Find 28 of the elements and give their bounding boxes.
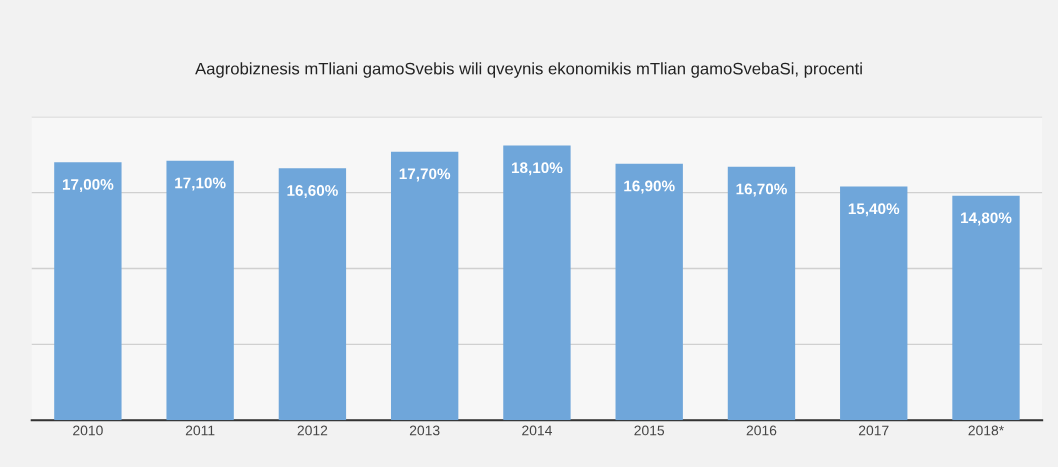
bar (390, 151, 459, 421)
data-label: 14,80% (961, 212, 1012, 226)
x-tick-label: 2014 (522, 425, 552, 436)
x-tick-label: 2013 (409, 425, 440, 436)
data-label: 17,10% (175, 177, 226, 191)
data-label: 16,90% (624, 180, 675, 194)
data-label: 17,00% (62, 179, 114, 193)
x-tick-label: 2015 (634, 425, 665, 436)
bar (952, 195, 1020, 421)
bar (166, 160, 234, 421)
data-label: 16,60% (287, 185, 338, 199)
bar (840, 186, 908, 421)
bar (615, 163, 683, 421)
bar (727, 166, 796, 421)
x-tick-label: 2018* (968, 425, 1004, 436)
x-tick-label: 2017 (858, 425, 889, 436)
data-label: 16,70% (736, 183, 787, 197)
chart-title: Aagrobiznesis mTliani gamoSvebis wili qveynis ekonomikis mTlian gamoSvebaSi, procenti (195, 62, 862, 78)
x-tick-label: 2012 (297, 425, 328, 436)
bar (503, 145, 571, 421)
x-tick-label: 2011 (185, 425, 215, 436)
data-label: 17,70% (399, 168, 451, 182)
bar (54, 162, 122, 421)
x-tick-label: 2010 (73, 425, 103, 436)
x-tick-label: 2016 (746, 425, 777, 436)
data-label: 18,10% (511, 162, 563, 176)
data-label: 15,40% (848, 203, 900, 217)
bar (278, 168, 347, 421)
